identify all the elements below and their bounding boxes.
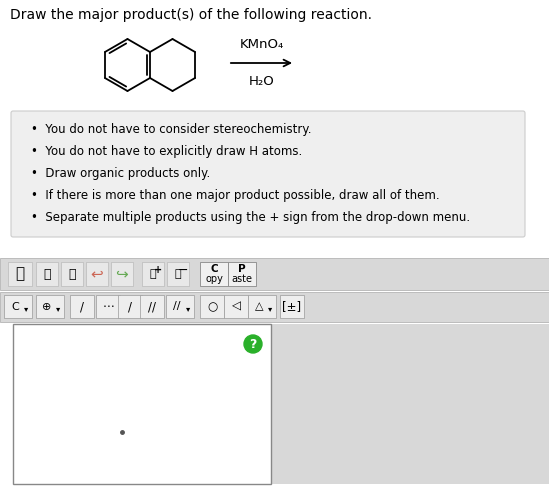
Text: •  You do not have to consider stereochemistry.: • You do not have to consider stereochem… <box>31 123 311 136</box>
Bar <box>200 295 224 318</box>
Text: KMnO₄: KMnO₄ <box>239 38 284 51</box>
Text: •  Separate multiple products using the + sign from the drop-down menu.: • Separate multiple products using the +… <box>31 211 470 224</box>
Text: /: / <box>80 300 84 313</box>
Text: ↪: ↪ <box>116 267 128 281</box>
Text: H₂O: H₂O <box>249 75 274 88</box>
Bar <box>111 262 133 286</box>
Bar <box>36 295 64 318</box>
Text: //: // <box>173 302 181 311</box>
Text: [±]: [±] <box>282 300 301 313</box>
Bar <box>224 295 248 318</box>
FancyBboxPatch shape <box>11 111 525 237</box>
Text: ○: ○ <box>207 300 217 313</box>
Bar <box>0 258 549 290</box>
Bar <box>86 262 108 286</box>
Text: ⊕: ⊕ <box>42 302 52 311</box>
Text: C: C <box>11 302 19 311</box>
Text: 📄: 📄 <box>43 268 51 280</box>
Bar <box>8 262 32 286</box>
Bar <box>166 295 194 318</box>
Text: △: △ <box>255 302 264 311</box>
Bar <box>271 324 549 484</box>
Text: /: / <box>128 300 132 313</box>
Text: ▾: ▾ <box>268 304 272 313</box>
Text: ▾: ▾ <box>186 304 190 313</box>
Bar <box>0 292 549 322</box>
Bar <box>70 295 94 318</box>
Text: C: C <box>210 264 218 274</box>
Bar <box>280 295 304 318</box>
Bar <box>140 295 164 318</box>
Text: −: − <box>178 264 188 277</box>
Text: ↩: ↩ <box>91 267 103 281</box>
Bar <box>13 324 271 484</box>
Text: •  Draw organic products only.: • Draw organic products only. <box>31 167 210 180</box>
Bar <box>167 262 189 286</box>
Circle shape <box>244 335 262 353</box>
Text: 🧹: 🧹 <box>68 268 76 280</box>
Text: 🔍: 🔍 <box>150 269 156 279</box>
Text: •  You do not have to explicitly draw H atoms.: • You do not have to explicitly draw H a… <box>31 145 302 158</box>
Text: ✋: ✋ <box>15 267 25 281</box>
Bar <box>142 262 164 286</box>
Text: aste: aste <box>232 274 253 284</box>
Bar <box>61 262 83 286</box>
Text: //: // <box>148 300 156 313</box>
Bar <box>36 262 58 286</box>
Text: ▾: ▾ <box>24 304 28 313</box>
Bar <box>228 262 256 286</box>
Bar <box>4 295 32 318</box>
Bar <box>96 295 120 318</box>
Bar <box>200 262 228 286</box>
Bar <box>118 295 142 318</box>
Bar <box>248 295 276 318</box>
Text: ▾: ▾ <box>56 304 60 313</box>
Text: •  If there is more than one major product possible, draw all of them.: • If there is more than one major produc… <box>31 189 440 202</box>
Text: ?: ? <box>249 338 257 350</box>
Text: 🔍: 🔍 <box>175 269 181 279</box>
Text: opy: opy <box>205 274 223 284</box>
Text: ◁: ◁ <box>232 300 240 313</box>
Text: Draw the major product(s) of the following reaction.: Draw the major product(s) of the followi… <box>10 8 372 22</box>
Text: ⋯: ⋯ <box>102 300 114 313</box>
Text: P: P <box>238 264 246 274</box>
Text: +: + <box>154 265 162 275</box>
